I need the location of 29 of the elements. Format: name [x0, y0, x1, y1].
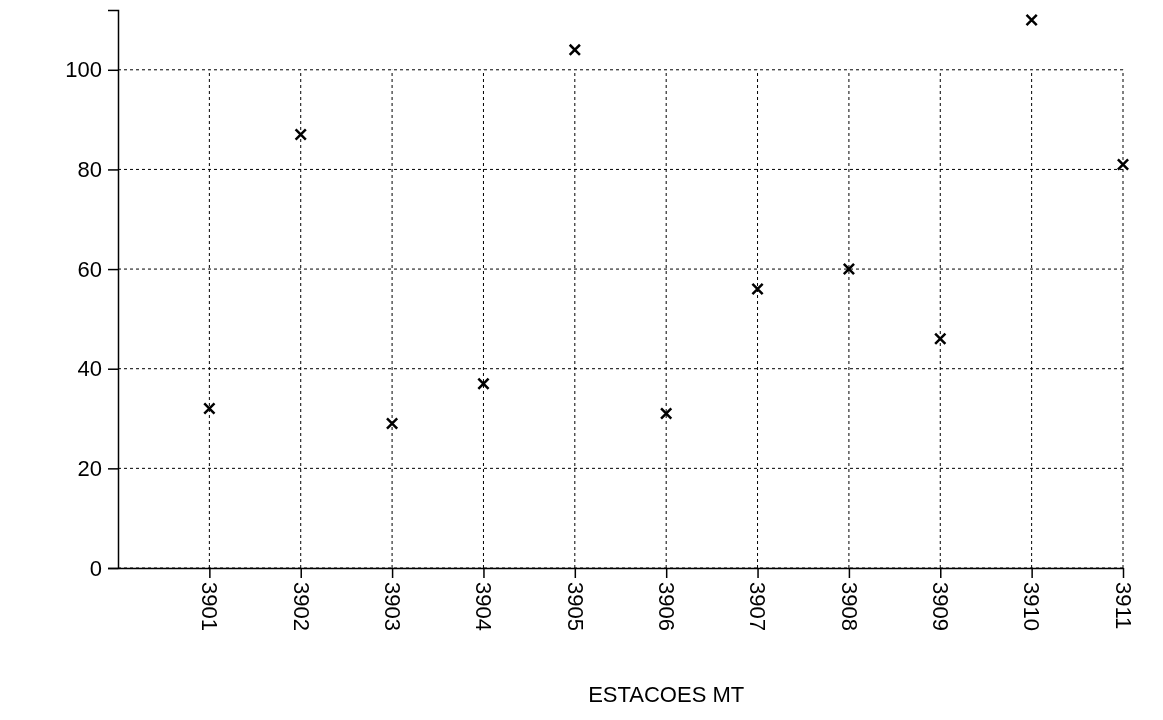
point [659, 407, 673, 420]
y-tick-label: 0 [89, 555, 102, 581]
x-tick-label: 3904 [471, 582, 497, 631]
point [477, 377, 490, 391]
y-tick-label: 80 [77, 156, 102, 182]
y-tick-label: 60 [77, 256, 102, 282]
point [203, 402, 216, 415]
x-axis-title: ESTACOES MT [588, 682, 745, 707]
x-tick-label: 3910 [1019, 582, 1045, 631]
y-tick-label: 40 [77, 356, 102, 382]
point [385, 417, 399, 430]
point [1116, 158, 1130, 171]
point [568, 43, 582, 57]
x-tick-label: 3901 [197, 582, 223, 631]
point [933, 332, 947, 346]
y-tick-label: 20 [77, 455, 102, 481]
x-tick-label: 3909 [928, 582, 954, 631]
x-tick-label: 3907 [745, 582, 771, 631]
x-tick-label: 3902 [288, 582, 314, 631]
x-tick-label: 3908 [836, 582, 862, 631]
x-tick-label: 3905 [562, 582, 588, 631]
x-tick-label: 3911 [1110, 582, 1136, 630]
x-tick-label: 3906 [653, 582, 679, 631]
x-tick-label: 3903 [379, 582, 405, 631]
y-tick-label: 100 [65, 57, 102, 83]
point [1025, 13, 1038, 27]
point [842, 262, 856, 276]
point [751, 282, 764, 296]
point [294, 128, 308, 141]
